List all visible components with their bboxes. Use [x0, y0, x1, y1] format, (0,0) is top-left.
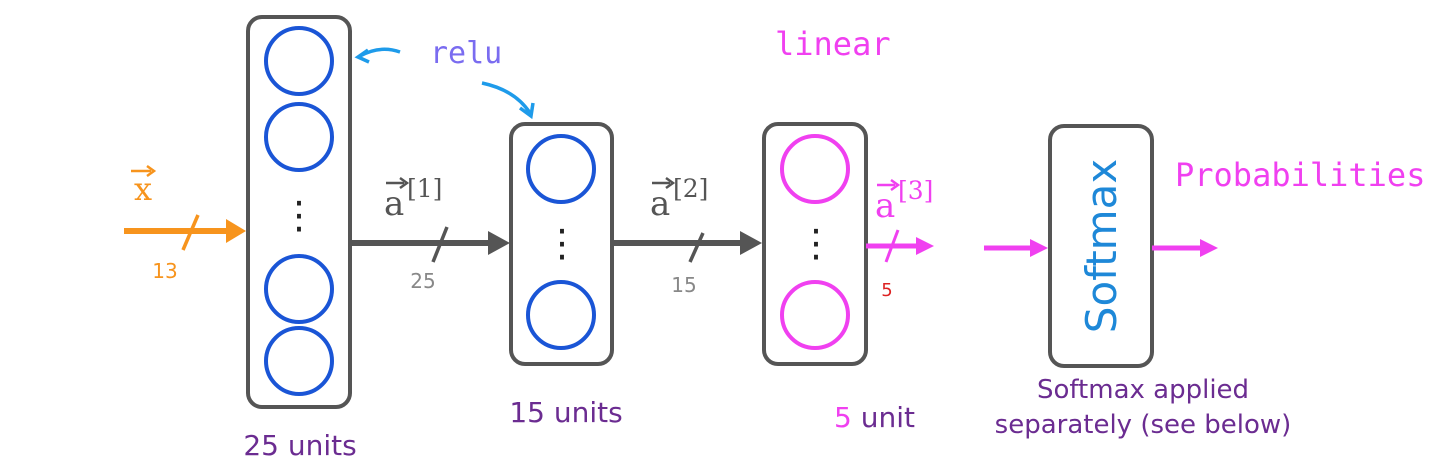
vector-arrow-icon — [877, 178, 901, 192]
activation-3-superscript: [3] — [898, 176, 933, 205]
unit-circle — [264, 326, 334, 396]
unit-circle — [526, 134, 596, 204]
activation-3: a [3] 5 — [866, 176, 934, 301]
activation-2-superscript: [2] — [673, 174, 708, 203]
linear-label: linear — [775, 25, 891, 63]
layer-2-units-label: 15 units — [509, 396, 622, 429]
layer-1: ⋮ 25 units — [243, 15, 357, 462]
ellipsis: ⋮ — [280, 193, 318, 237]
input-group: x 13 — [124, 164, 246, 283]
relu-label: relu — [430, 36, 502, 71]
activation-1: a [1] 25 — [350, 174, 510, 293]
activation-1-dimension: 25 — [410, 269, 435, 293]
activation-2-vector: a — [650, 184, 670, 224]
softmax-box-label: Softmax — [1077, 159, 1126, 333]
unit-circle — [264, 26, 334, 96]
softmax-group: Softmax Probabilities Softmax applied se… — [984, 124, 1425, 440]
unit-circle — [264, 102, 334, 172]
layer-1-box — [246, 15, 352, 409]
input-symbol: x — [134, 170, 152, 208]
layer-3-units-label: 5 unit — [834, 401, 915, 434]
activation-2-slash — [688, 232, 705, 263]
ellipsis: ⋮ — [797, 221, 835, 265]
relu-arrow-2 — [481, 81, 532, 114]
unit-circle — [264, 254, 334, 324]
layer-3-units-word: unit — [861, 401, 915, 434]
activation-2-dimension: 15 — [671, 273, 696, 297]
input-dimension: 13 — [152, 259, 177, 283]
activation-1-slash — [431, 226, 449, 263]
vector-arrow-icon — [652, 176, 676, 190]
layer-3: ⋮ 5 unit — [762, 122, 915, 434]
unit-circle — [780, 134, 850, 204]
layer-2: ⋮ 15 units — [509, 122, 623, 429]
relu-annotation: relu — [354, 36, 535, 120]
input-slash — [181, 214, 200, 251]
activation-3-slash — [884, 229, 900, 263]
activation-1-vector: a — [384, 184, 404, 224]
activation-3-vector: a — [875, 186, 895, 226]
layer-1-units-label: 25 units — [243, 429, 356, 462]
probabilities-label: Probabilities — [1175, 156, 1425, 194]
layer-3-units-number: 5 — [834, 401, 852, 434]
vector-arrow-icon — [131, 164, 157, 178]
activation-1-superscript: [1] — [407, 174, 442, 203]
activation-2: a [2] 15 — [612, 174, 762, 297]
unit-circle — [526, 280, 596, 350]
activation-3-dimension: 5 — [881, 280, 892, 301]
vector-arrow-icon — [386, 176, 410, 190]
unit-circle — [780, 280, 850, 350]
softmax-caption-line1: Softmax applied — [1037, 375, 1249, 405]
ellipsis: ⋮ — [543, 221, 581, 265]
softmax-caption-line2: separately (see below) — [995, 410, 1292, 440]
input-arrow — [124, 219, 246, 243]
